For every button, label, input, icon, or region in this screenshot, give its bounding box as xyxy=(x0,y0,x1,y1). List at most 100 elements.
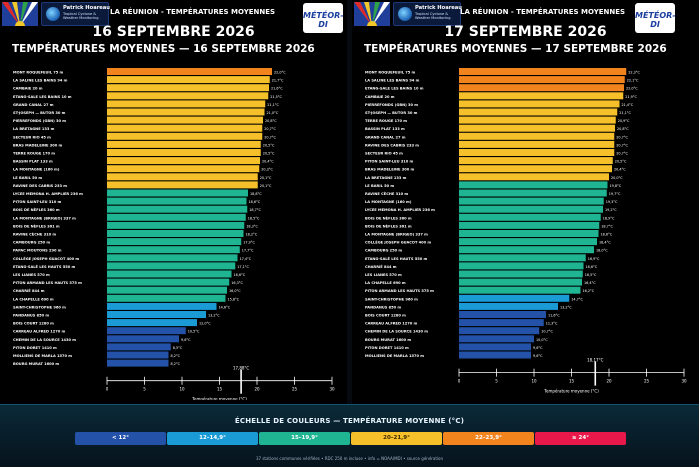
station-label: LA CHAPELLE 690 m xyxy=(13,297,54,301)
globe-icon xyxy=(398,7,412,21)
bar xyxy=(459,319,544,327)
reunion-flag-icon xyxy=(354,2,390,26)
bar-value-label: 16,2°C xyxy=(583,289,595,293)
station-label: SAINT-CHRISTOPHE 960 m xyxy=(365,297,418,301)
bar-value-label: 9,6°C xyxy=(533,354,543,358)
logo-text: MÉTÉOR-DI xyxy=(635,11,676,29)
bar xyxy=(459,140,615,148)
station-label: CARREAU ALFRED 1270 m xyxy=(13,330,65,334)
bar-value-label: 16,6°C xyxy=(586,265,598,269)
bar xyxy=(107,116,263,124)
bar-value-label: 22,1°C xyxy=(627,79,639,83)
station-label: PITON SAINT-LEU 310 m xyxy=(13,200,62,204)
bar xyxy=(459,181,608,189)
bar xyxy=(459,100,620,108)
bar xyxy=(459,92,624,100)
bar xyxy=(459,157,613,165)
bar xyxy=(459,221,600,229)
station-label: MOLLIENS DE MARLA 1570 m xyxy=(365,354,424,358)
brand-sub-line1: Tropical Cyclone & xyxy=(415,12,449,16)
bar-value-label: 18,0°C xyxy=(596,249,608,253)
x-tick-label: 15 xyxy=(569,379,575,384)
station-label: SECTEUR RIO 45 m xyxy=(13,135,51,139)
bar xyxy=(459,286,581,294)
bar xyxy=(107,254,238,262)
bar xyxy=(107,157,260,165)
bar xyxy=(459,205,603,213)
bar-value-label: 14,6°C xyxy=(219,305,231,309)
station-label: BOIS COURT 1280 m xyxy=(13,322,54,326)
bar xyxy=(459,173,609,181)
bar xyxy=(459,124,615,132)
bar-value-label: 21,6°C xyxy=(271,87,283,91)
bar xyxy=(107,100,266,108)
bar-value-label: 22,0°C xyxy=(274,71,286,75)
bar-value-label: 20,8°C xyxy=(617,127,629,131)
station-label: SAINT-CHRISTOPHE 960 m xyxy=(13,305,66,309)
x-axis-label: Température moyenne (°C) xyxy=(543,389,599,394)
bar-value-label: 16,4°C xyxy=(584,281,596,285)
bar-value-label: 21,1°C xyxy=(267,103,279,107)
bar xyxy=(459,68,627,75)
station-label: SECTEUR RIO 45 m xyxy=(365,152,403,156)
bar-value-label: 16,6°C xyxy=(234,273,246,277)
bar xyxy=(107,262,236,270)
bar xyxy=(107,335,179,343)
bar xyxy=(107,246,240,254)
station-label: COLLÈGE JOSEPH GUACOT 400 m xyxy=(13,256,79,261)
station-label: BOIS DE NÈFLES 361 m xyxy=(365,223,412,228)
brand-name: Patrick Hoareau xyxy=(63,5,110,11)
bar-value-label: 10,5°C xyxy=(188,330,200,334)
station-label: PAPAC MOUTONS 290 m xyxy=(13,249,62,253)
station-label: BOIS DE NÈFLES 360 m xyxy=(13,207,60,212)
bar xyxy=(459,270,583,278)
bar xyxy=(107,238,242,246)
bar xyxy=(459,262,584,270)
station-label: CHARRIÈ 844 m xyxy=(365,264,397,269)
station-label: MONT ROQUEFEUIL 75 m xyxy=(365,71,416,75)
x-tick-label: 5 xyxy=(495,379,498,384)
bar xyxy=(459,230,599,237)
mean-label: 18,17°C xyxy=(587,358,603,363)
station-label: RAVINE DES CABRIS 233 m xyxy=(365,143,419,147)
bar-value-label: 9,6°C xyxy=(533,346,543,350)
bar-value-label: 20,9°C xyxy=(618,119,630,123)
bar xyxy=(459,238,597,246)
bar-chart: MONT ROQUEFEUIL 75 m 22,3°C LA SALINE LES … xyxy=(365,68,687,394)
bar xyxy=(459,84,624,92)
bar-value-label: 19,7°C xyxy=(609,192,621,196)
bar xyxy=(107,92,269,100)
x-tick-label: 25 xyxy=(292,387,298,392)
color-scale-legend: ÉCHELLE DE COULEURS — TEMPÉRATURE MOYENN… xyxy=(0,404,699,467)
station-label: CARREAU ALFRED 1270 m xyxy=(365,322,417,326)
chart-panel-left: Patrick Hoareau Tropical Cyclone & Weathe… xyxy=(0,0,347,404)
bar xyxy=(107,221,245,229)
bar-value-label: 21,7°C xyxy=(272,79,284,83)
x-axis-label: Température moyenne (°C) xyxy=(191,397,247,400)
bar-value-label: 17,9°C xyxy=(243,241,255,245)
station-label: ST-JOSEPH — BUTOR 30 m xyxy=(13,111,66,115)
brand-sub-line1: Tropical Cyclone & xyxy=(63,12,97,16)
station-label: TERRE ROUGE 170 m xyxy=(365,119,407,123)
station-label: LA MONTAGNE (160 m) xyxy=(13,168,60,172)
brand-badge: Patrick Hoareau Tropical Cyclone & Weathe… xyxy=(393,2,462,26)
bar-chart: MONT ROQUEFEUIL 75 m 22,0°C LA SALINE LES … xyxy=(13,68,335,400)
mean-label: 17,88°C xyxy=(233,366,249,371)
legend-title: ÉCHELLE DE COULEURS — TEMPÉRATURE MOYENN… xyxy=(234,417,465,425)
globe-icon xyxy=(46,7,60,21)
station-label: CAMBAIE 20 m xyxy=(365,95,395,99)
station-label: PITON DORET 1410 m xyxy=(365,346,409,350)
bar xyxy=(107,302,217,310)
bar-value-label: 17,1°C xyxy=(237,265,249,269)
station-label: BOIS DE NÈFLES 361 m xyxy=(13,223,60,228)
region-title: LA RÉUNION - TEMPÉRATURES MOYENNES xyxy=(460,8,626,16)
station-label: BOIS DE NÈFLES 360 m xyxy=(365,215,412,220)
chart-subtitle: TEMPÉRATURES MOYENNES — 17 SEPTEMBRE 202… xyxy=(364,43,667,55)
bar xyxy=(107,286,227,294)
bar xyxy=(107,197,247,205)
legend-item-12-15: 12–14,9° xyxy=(167,432,258,445)
bar-value-label: 20,7°C xyxy=(264,127,276,131)
bar-value-label: 20,5°C xyxy=(263,143,275,147)
station-label: PITON ARMAND LES HAUTS 575 m xyxy=(365,289,434,293)
bar xyxy=(107,319,197,327)
